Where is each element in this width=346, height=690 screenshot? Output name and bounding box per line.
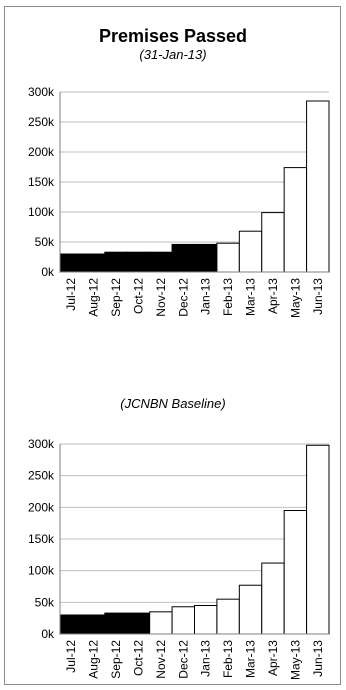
x-tick-label: Mar-13	[244, 278, 258, 316]
x-tick-label: Jan-13	[199, 278, 213, 315]
bar-oct-12	[126, 612, 151, 635]
bar-jun-13	[306, 444, 330, 635]
x-tick-label: May-13	[288, 640, 302, 680]
y-tick-label: 250k	[28, 115, 55, 129]
bar-may-13	[283, 510, 308, 635]
y-tick-label: 200k	[28, 500, 55, 514]
y-tick-label: 0k	[41, 265, 55, 279]
x-tick-label: Apr-13	[266, 278, 280, 314]
y-tick-label: 100k	[28, 205, 55, 219]
x-tick-label: May-13	[288, 278, 302, 318]
x-tick-label: Jan-13	[199, 640, 213, 677]
bar-sep-12	[104, 612, 128, 635]
chart-subtitle-1: (31-Jan-13)	[139, 47, 207, 62]
bar-dec-12	[171, 606, 195, 635]
bar-jul-12	[59, 614, 83, 635]
y-tick-label: 50k	[35, 235, 55, 249]
y-tick-label: 250k	[28, 469, 55, 483]
y-tick-label: 100k	[28, 564, 55, 578]
bar-apr-13	[261, 562, 285, 635]
chart-subtitle-2: (JCNBN Baseline)	[120, 396, 226, 411]
x-tick-label: Feb-13	[221, 278, 235, 316]
x-tick-label: Sep-12	[109, 278, 123, 317]
x-tick-label: Oct-12	[131, 278, 145, 314]
bar-mar-13	[238, 584, 263, 635]
x-tick-label: Jun-13	[311, 278, 325, 315]
y-tick-label: 50k	[35, 595, 55, 609]
x-tick-label: Sep-12	[109, 640, 123, 679]
x-tick-label: Mar-13	[244, 640, 258, 678]
x-tick-label: Apr-13	[266, 640, 280, 676]
y-tick-label: 150k	[28, 532, 55, 546]
bar-feb-13	[216, 598, 240, 635]
y-tick-label: 300k	[28, 85, 55, 99]
x-tick-label: Jul-12	[64, 640, 78, 673]
x-tick-label: Dec-12	[176, 640, 190, 679]
chart-title: Premises Passed	[98, 26, 248, 46]
bar-nov-12	[149, 611, 173, 635]
y-tick-label: 150k	[28, 175, 55, 189]
x-tick-label: Jun-13	[311, 640, 325, 677]
x-tick-label: Nov-12	[154, 278, 168, 317]
bar-aug-12	[81, 614, 106, 635]
x-tick-label: Feb-13	[221, 640, 235, 678]
x-tick-label: Oct-12	[131, 640, 145, 676]
y-tick-label: 0k	[41, 627, 55, 641]
y-tick-label: 200k	[28, 145, 55, 159]
x-tick-label: Aug-12	[87, 278, 101, 317]
x-tick-label: Dec-12	[176, 278, 190, 317]
y-tick-label: 300k	[28, 437, 55, 451]
bar-jan-13	[194, 605, 218, 635]
x-tick-label: Aug-12	[87, 640, 101, 679]
x-tick-label: Nov-12	[154, 640, 168, 679]
x-tick-label: Jul-12	[64, 278, 78, 311]
